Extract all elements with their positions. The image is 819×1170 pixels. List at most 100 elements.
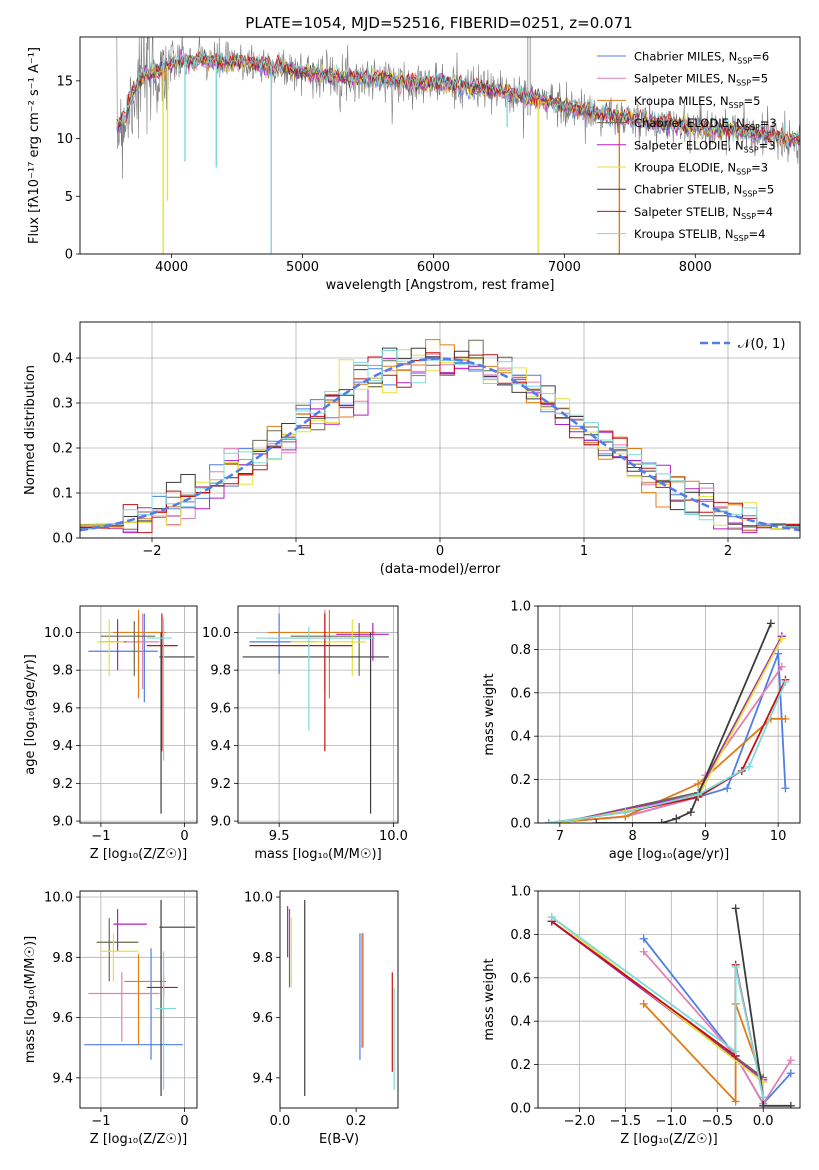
y-tick-label: 9.4 — [52, 1071, 73, 1086]
x-axis-label: E(B-V) — [319, 1132, 359, 1147]
plus-marker — [555, 819, 564, 823]
plus-marker — [694, 790, 703, 799]
data-point — [159, 900, 196, 1096]
x-tick-label: 7000 — [548, 260, 581, 275]
legend-label: Chabrier MILES, NSSP=6 — [634, 50, 769, 66]
x-tick-label: 0 — [180, 1114, 188, 1129]
weight-series — [596, 623, 772, 823]
data-point — [290, 622, 371, 676]
data-point — [249, 613, 353, 752]
x-tick-label: −2 — [142, 544, 161, 559]
y-axis-label: mass weight — [482, 958, 497, 1040]
axes-frame — [79, 890, 198, 1109]
x-tick-label: 10.0 — [379, 829, 408, 844]
data-point — [113, 909, 147, 952]
x-tick-label: 0.0 — [270, 1114, 291, 1129]
plot-area — [287, 900, 395, 1096]
plot-area — [238, 606, 398, 823]
x-tick-label: 8000 — [679, 260, 712, 275]
x-tick-label: 5000 — [286, 260, 319, 275]
y-tick-label: 0.6 — [510, 971, 531, 986]
legend-label: Kroupa ELODIE, NSSP=3 — [634, 161, 768, 177]
panel-mass_vs_EBV: 0.0 0.2 9.4 9.6 9.8 10.0 E(B-V) — [244, 890, 399, 1147]
y-tick-label: 0.4 — [510, 730, 531, 745]
data-point — [159, 632, 195, 814]
data-point — [84, 948, 183, 1060]
legend: Chabrier MILES, NSSP=6 Salpeter MILES, NS… — [597, 50, 777, 243]
axes-frame — [79, 321, 801, 539]
y-tick-label: 1.0 — [510, 885, 531, 900]
y-tick-label: 9.4 — [252, 1071, 273, 1086]
axes-frame — [537, 890, 801, 1109]
y-tick-label: 9.6 — [52, 1011, 73, 1026]
plot-area — [538, 606, 800, 823]
y-tick-label: 0.4 — [510, 1015, 531, 1030]
data-point — [100, 621, 156, 676]
y-tick-label: 5 — [65, 190, 73, 205]
plus-marker — [694, 779, 703, 788]
panel-mass_vs_Z: −1 0 9.4 9.6 9.8 10.0 Z [log₁₀(Z/Z☉)] mass [log… — [23, 890, 198, 1147]
plus-marker — [731, 962, 740, 971]
y-tick-label: 0.3 — [52, 397, 73, 412]
data-point — [146, 617, 172, 761]
plus-marker — [547, 913, 556, 922]
data-point — [256, 626, 376, 731]
data-point — [267, 609, 353, 690]
y-tick-label: 0.0 — [510, 1102, 531, 1117]
y-tick-label: 15 — [56, 74, 73, 89]
plot-area — [80, 891, 197, 1108]
y-tick-label: 9.2 — [52, 777, 73, 792]
x-tick-label: −1 — [286, 544, 305, 559]
residual-histogram — [80, 350, 800, 530]
y-tick-label: 0 — [65, 248, 73, 263]
data-point — [88, 972, 160, 1042]
x-tick-label: 7 — [556, 829, 564, 844]
data-point — [155, 951, 177, 1090]
y-axis-label: mass weight — [482, 673, 497, 755]
y-tick-label: 9.4 — [210, 739, 231, 754]
y-tick-label: 9.6 — [52, 701, 73, 716]
y-tick-label: 0.1 — [52, 487, 73, 502]
panel-residuals: −2 −1 0 1 2 0.0 0.1 0.2 0.3 0.4 (data-model)/error… — [23, 321, 801, 577]
axes-frame — [279, 890, 399, 1109]
x-tick-label: 0.0 — [753, 1114, 774, 1129]
y-tick-label: 10 — [56, 132, 73, 147]
data-point — [96, 619, 125, 676]
y-tick-label: 10.0 — [44, 626, 73, 641]
plus-marker — [759, 1101, 768, 1108]
y-tick-label: 1.0 — [510, 600, 531, 615]
y-tick-label: 0.2 — [52, 442, 73, 457]
y-axis-label: Flux [fλ10⁻¹⁷ erg cm⁻² s⁻¹ A⁻¹] — [27, 47, 42, 244]
y-axis-label: Normed distribution — [23, 365, 38, 495]
data-point — [113, 609, 167, 699]
y-tick-label: 9.8 — [210, 664, 231, 679]
plus-marker — [781, 714, 790, 723]
data-point — [146, 613, 178, 752]
y-tick-label: 10.0 — [244, 891, 273, 906]
model-spectrum — [116, 49, 800, 149]
plot-area — [116, 37, 800, 254]
legend-label: Kroupa MILES, NSSP=5 — [634, 94, 760, 110]
data-point — [100, 933, 139, 982]
y-tick-label: 0.0 — [52, 532, 73, 547]
x-tick-label: 9.5 — [269, 829, 290, 844]
legend-label: 𝒩(0, 1) — [738, 337, 785, 352]
x-tick-label: 8 — [628, 829, 636, 844]
plus-marker — [686, 808, 695, 817]
x-tick-label: 0 — [180, 829, 188, 844]
plus-marker — [759, 1093, 768, 1102]
legend-label: Salpeter MILES, NSSP=5 — [634, 72, 768, 88]
plus-marker — [777, 634, 786, 643]
plus-marker — [786, 1056, 795, 1065]
plus-marker — [786, 1101, 795, 1108]
weight-series — [548, 717, 786, 823]
y-tick-label: 9.4 — [52, 739, 73, 754]
x-axis-label: Z [log₁₀(Z/Z☉)] — [620, 1132, 717, 1147]
panel-age_vs_mass: 9.5 10.0 9.0 9.2 9.4 9.6 9.8 10.0 mass [log₁₀(M/… — [202, 605, 408, 862]
y-tick-label: 9.2 — [210, 777, 231, 792]
data-point — [249, 613, 318, 674]
figure-title: PLATE=1054, MJD=52516, FIBERID=0251, z=0… — [245, 14, 632, 32]
plot-area — [538, 891, 800, 1108]
x-tick-label: 4000 — [155, 260, 188, 275]
